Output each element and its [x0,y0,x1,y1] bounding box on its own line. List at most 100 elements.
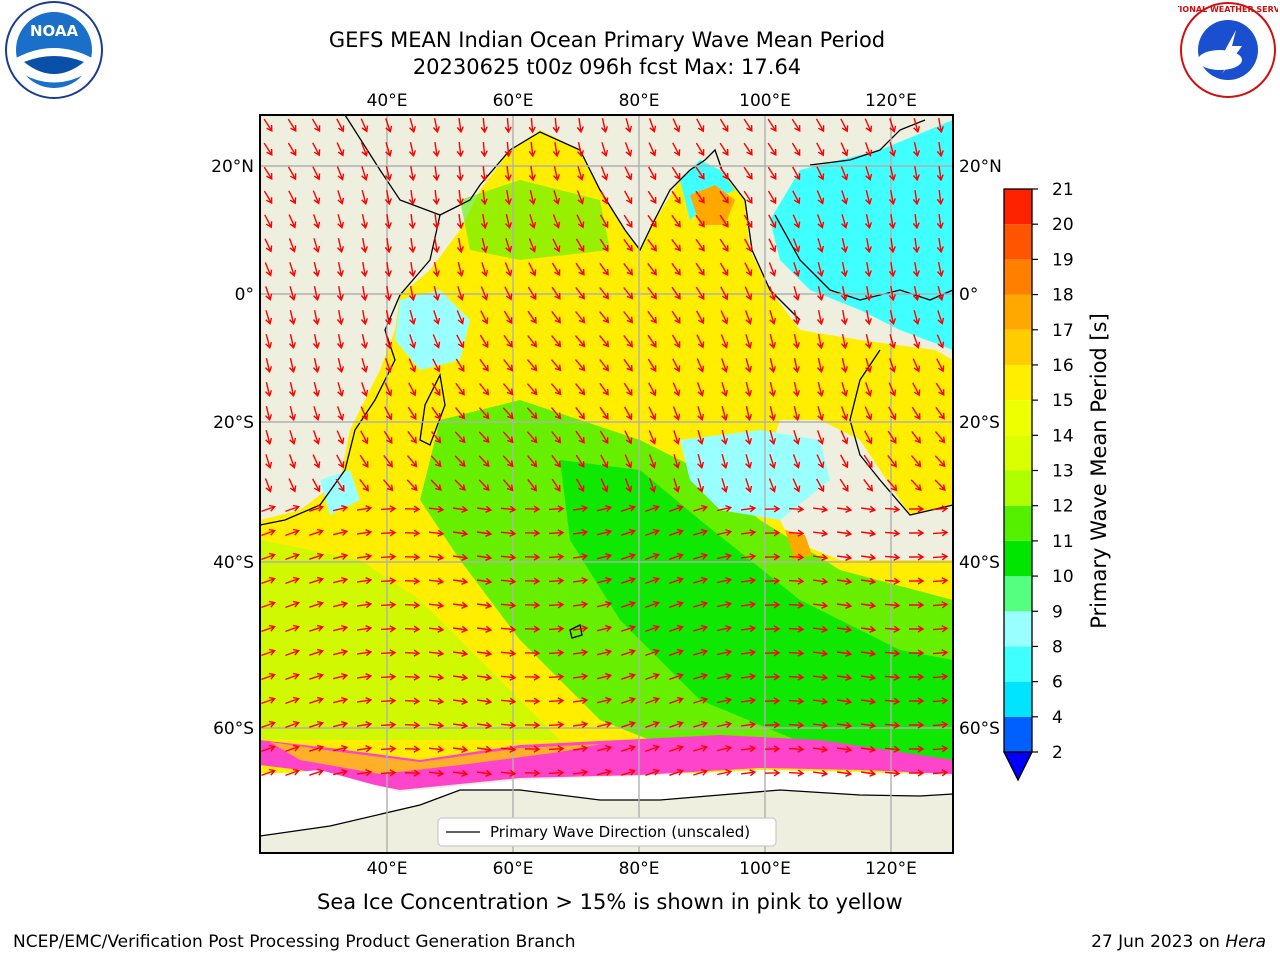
wave-direction-arrow [264,358,273,374]
wave-direction-arrow [289,406,297,422]
wave-direction-arrow [500,769,517,777]
wave-direction-arrow [884,601,901,609]
wave-direction-arrow [840,309,848,326]
wave-direction-arrow [572,505,589,513]
wave-direction-arrow [574,335,586,348]
wave-direction-arrow [408,358,417,373]
wave-direction-arrow [913,334,921,349]
wave-direction-arrow [285,720,300,729]
wave-direction-arrow [524,721,541,729]
wave-direction-arrow [864,118,873,133]
wave-direction-arrow [768,262,777,277]
wave-direction-arrow [333,768,349,776]
wave-direction-arrow [503,334,513,348]
wave-direction-arrow [717,648,733,657]
wave-direction-arrow [792,190,801,205]
colorbar-segment [1004,189,1032,225]
wave-direction-arrow [621,528,637,536]
colorbar-segment [1004,611,1032,647]
wave-direction-arrow [285,504,300,513]
wave-direction-arrow [285,696,300,705]
wave-direction-arrow [528,141,536,158]
wave-direction-arrow [287,166,297,181]
wave-direction-arrow [621,720,637,728]
wave-direction-arrow [764,649,781,657]
wave-direction-arrow [480,213,488,230]
wave-direction-arrow [932,577,949,585]
wave-direction-arrow [816,214,825,229]
wave-direction-arrow [289,430,297,445]
wave-direction-arrow [909,601,925,609]
wave-direction-arrow [865,382,873,397]
wave-direction-arrow [645,576,660,585]
wave-direction-arrow [744,262,753,277]
wave-direction-arrow [264,478,273,493]
top-tick-label: 40°E [367,91,408,111]
wave-direction-arrow [285,576,300,585]
wave-direction-arrow [695,214,705,228]
wave-direction-arrow [793,406,801,422]
wave-direction-arrow [836,601,853,609]
wave-direction-arrow [673,454,681,469]
wave-direction-arrow [452,649,469,657]
wave-direction-arrow [385,118,393,133]
wave-direction-arrow [836,745,853,753]
wave-direction-arrow [575,454,585,469]
wave-direction-arrow [884,529,901,537]
wave-direction-arrow [432,261,440,278]
wave-direction-arrow [404,649,421,657]
wave-direction-arrow [693,624,708,632]
wave-direction-arrow [431,431,442,444]
wave-direction-arrow [884,553,901,561]
wave-direction-arrow [312,142,321,157]
chart-title: GEFS MEAN Indian Ocean Primary Wave Mean… [328,28,886,52]
wave-direction-arrow [356,769,373,777]
sea-ice-note: Sea Ice Concentration > 15% is shown in … [317,890,903,914]
wave-direction-arrow [360,118,369,133]
wave-direction-arrow [647,190,657,205]
wave-direction-arrow [769,286,777,301]
wave-direction-arrow [261,696,276,705]
colorbar-segment [1004,364,1032,401]
wave-direction-arrow [860,601,877,609]
wave-direction-arrow [289,310,297,326]
wave-direction-arrow [452,721,469,729]
wave-direction-arrow [935,382,945,397]
wave-direction-arrow [524,649,541,657]
wave-direction-arrow [816,166,825,181]
wave-direction-arrow [524,577,541,585]
wave-direction-arrow [457,262,465,278]
wave-direction-arrow [909,745,925,753]
wave-direction-arrow [336,261,344,278]
wave-direction-arrow [428,553,445,561]
wave-direction-arrow [361,382,369,397]
wave-direction-arrow [621,648,637,656]
wave-direction-arrow [261,552,276,561]
wave-direction-arrow [645,720,660,729]
wave-direction-arrow [356,601,373,609]
wave-direction-arrow [575,478,585,493]
wave-direction-arrow [529,214,537,229]
wave-direction-arrow [575,430,585,444]
wave-direction-arrow [380,745,397,753]
wave-direction-arrow [864,261,872,278]
wave-direction-arrow [817,238,825,254]
wave-direction-arrow [671,238,682,252]
wave-direction-arrow [719,118,729,133]
wave-direction-arrow [669,528,684,536]
wave-direction-arrow [621,744,637,752]
map-legend: Primary Wave Direction (unscaled) [437,817,777,847]
wave-direction-arrow [721,430,729,446]
wave-direction-arrow [572,625,589,633]
wave-direction-arrow [623,358,633,372]
wave-direction-arrow [932,745,949,753]
wave-direction-arrow [911,406,921,421]
wave-direction-arrow [816,190,825,205]
top-tick-label: 80°E [619,91,660,111]
wave-direction-arrow [502,455,514,468]
wave-direction-arrow [764,601,781,609]
wave-direction-arrow [836,577,853,585]
wave-direction-arrow [359,454,369,469]
wave-direction-arrow [333,744,349,752]
